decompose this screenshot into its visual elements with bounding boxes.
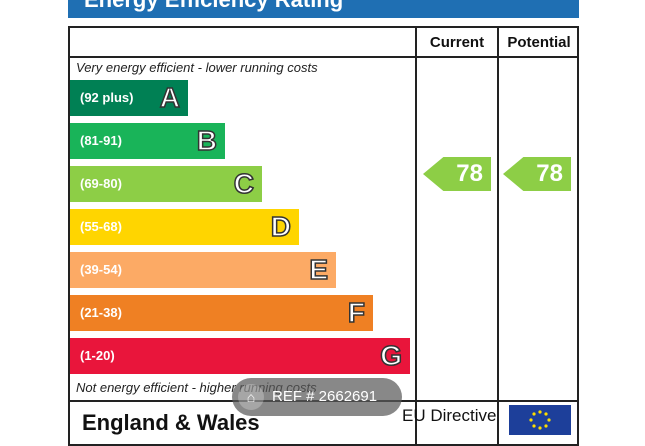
potential-column-header: Potential	[507, 34, 571, 51]
band-letter: F	[347, 296, 366, 329]
band-c: (69-80) C	[70, 166, 262, 202]
band-range-label: (55-68)	[80, 219, 122, 234]
band-e: (39-54) E	[70, 252, 336, 288]
column-divider-current	[415, 28, 417, 444]
reference-text: REF # 2662691	[272, 388, 378, 405]
home-icon: ⌂	[238, 384, 264, 410]
band-range-label: (92 plus)	[80, 90, 134, 105]
band-f: (21-38) F	[70, 295, 373, 331]
band-range-label: (21-38)	[80, 305, 122, 320]
band-range-label: (39-54)	[80, 262, 122, 277]
eu-flag-icon	[509, 405, 571, 435]
reference-watermark: ⌂ REF # 2662691	[232, 378, 402, 416]
header-divider	[70, 56, 577, 58]
band-letter: G	[379, 339, 402, 372]
current-rating-value: 78	[456, 160, 483, 187]
current-column-header: Current	[429, 34, 485, 51]
chart-title: Energy Efficiency Rating	[68, 0, 579, 18]
band-letter: C	[233, 167, 255, 200]
band-b: (81-91) B	[70, 123, 225, 159]
band-letter: B	[196, 124, 218, 157]
band-letter: D	[270, 210, 292, 243]
band-range-label: (1-20)	[80, 348, 115, 363]
top-caption: Very energy efficient - lower running co…	[76, 60, 318, 75]
band-letter: E	[309, 253, 329, 286]
band-range-label: (81-91)	[80, 133, 122, 148]
band-letter: A	[159, 81, 181, 114]
potential-rating-value: 78	[536, 160, 563, 187]
eu-directive-label: EU Directive	[402, 406, 497, 425]
band-a: (92 plus) A	[70, 80, 188, 116]
band-d: (55-68) D	[70, 209, 299, 245]
column-divider-potential	[497, 28, 499, 444]
region-label: England & Wales	[82, 410, 260, 435]
band-range-label: (69-80)	[80, 176, 122, 191]
band-g: (1-20) G	[70, 338, 410, 374]
